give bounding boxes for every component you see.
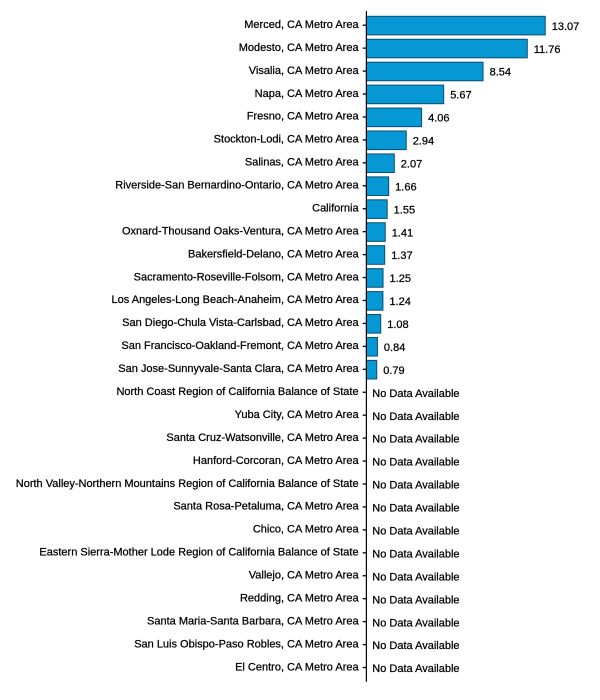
svg-text:North Valley-Northern Mountain: North Valley-Northern Mountains Region o… — [16, 478, 359, 490]
svg-text:Santa Maria-Santa Barbara, CA: Santa Maria-Santa Barbara, CA Metro Area — [147, 615, 359, 627]
svg-text:Vallejo, CA Metro Area: Vallejo, CA Metro Area — [249, 570, 360, 582]
svg-text:Santa Cruz-Watsonville, CA Met: Santa Cruz-Watsonville, CA Metro Area — [166, 432, 359, 444]
svg-text:San Luis Obispo-Paso Robles, C: San Luis Obispo-Paso Robles, CA Metro Ar… — [134, 638, 359, 650]
svg-text:No Data Available: No Data Available — [372, 571, 459, 583]
svg-text:No Data Available: No Data Available — [372, 526, 459, 538]
svg-text:San Jose-Sunnyvale-Santa Clara: San Jose-Sunnyvale-Santa Clara, CA Metro… — [118, 363, 359, 375]
svg-text:No Data Available: No Data Available — [372, 388, 459, 400]
svg-text:Los Angeles-Long Beach-Anaheim: Los Angeles-Long Beach-Anaheim, CA Metro… — [112, 294, 360, 306]
svg-text:4.06: 4.06 — [428, 113, 449, 125]
svg-text:No Data Available: No Data Available — [372, 411, 459, 423]
svg-text:No Data Available: No Data Available — [372, 594, 459, 606]
svg-text:Oxnard-Thousand Oaks-Ventura,: Oxnard-Thousand Oaks-Ventura, CA Metro A… — [122, 225, 360, 237]
svg-text:Hanford-Corcoran, CA Metro Are: Hanford-Corcoran, CA Metro Area — [193, 455, 360, 467]
svg-text:San Diego-Chula Vista-Carlsbad: San Diego-Chula Vista-Carlsbad, CA Metro… — [122, 317, 359, 329]
svg-text:El Centro, CA Metro Area: El Centro, CA Metro Area — [235, 661, 359, 673]
svg-text:1.25: 1.25 — [390, 273, 411, 285]
svg-text:No Data Available: No Data Available — [372, 548, 459, 560]
svg-text:Eastern Sierra-Mother Lode Reg: Eastern Sierra-Mother Lode Region of Cal… — [39, 547, 358, 559]
svg-text:Bakersfield-Delano, CA Metro A: Bakersfield-Delano, CA Metro Area — [188, 248, 359, 260]
svg-text:Visalia, CA Metro Area: Visalia, CA Metro Area — [249, 65, 360, 77]
svg-text:Redding, CA Metro Area: Redding, CA Metro Area — [240, 592, 360, 604]
svg-text:Modesto, CA Metro Area: Modesto, CA Metro Area — [239, 42, 360, 54]
svg-text:Chico, CA Metro Area: Chico, CA Metro Area — [253, 524, 360, 536]
svg-text:North Coast Region of Californ: North Coast Region of California Balance… — [116, 386, 358, 398]
svg-text:1.24: 1.24 — [389, 296, 410, 308]
svg-text:San Francisco-Oakland-Fremont,: San Francisco-Oakland-Fremont, CA Metro … — [121, 340, 359, 352]
svg-text:2.94: 2.94 — [413, 136, 434, 148]
svg-text:0.79: 0.79 — [383, 365, 404, 377]
svg-text:Sacramento-Roseville-Folsom, C: Sacramento-Roseville-Folsom, CA Metro Ar… — [134, 271, 360, 283]
svg-text:0.84: 0.84 — [384, 342, 405, 354]
svg-text:Stockton-Lodi, CA Metro Area: Stockton-Lodi, CA Metro Area — [214, 134, 360, 146]
svg-text:No Data Available: No Data Available — [372, 617, 459, 629]
svg-text:California: California — [312, 202, 359, 214]
svg-text:Santa Rosa-Petaluma, CA Metro: Santa Rosa-Petaluma, CA Metro Area — [173, 501, 359, 513]
svg-text:No Data Available: No Data Available — [372, 503, 459, 515]
svg-text:Fresno, CA Metro Area: Fresno, CA Metro Area — [247, 111, 360, 123]
svg-text:1.37: 1.37 — [391, 250, 412, 262]
svg-text:Riverside-San Bernardino-Ontar: Riverside-San Bernardino-Ontario, CA Met… — [115, 180, 359, 192]
svg-text:11.76: 11.76 — [534, 44, 561, 56]
svg-text:Yuba City, CA Metro Area: Yuba City, CA Metro Area — [235, 409, 360, 421]
svg-text:1.08: 1.08 — [387, 319, 408, 331]
svg-text:No Data Available: No Data Available — [372, 457, 459, 469]
svg-text:2.07: 2.07 — [401, 158, 422, 170]
svg-text:Salinas, CA Metro Area: Salinas, CA Metro Area — [245, 157, 360, 169]
svg-text:No Data Available: No Data Available — [372, 434, 459, 446]
svg-text:1.41: 1.41 — [392, 227, 413, 239]
svg-text:Napa, CA Metro Area: Napa, CA Metro Area — [255, 88, 360, 100]
svg-text:No Data Available: No Data Available — [372, 640, 459, 652]
svg-text:No Data Available: No Data Available — [372, 480, 459, 492]
svg-text:1.55: 1.55 — [394, 204, 415, 216]
svg-text:13.07: 13.07 — [552, 21, 580, 33]
svg-text:Merced, CA Metro Area: Merced, CA Metro Area — [244, 19, 359, 31]
svg-text:5.67: 5.67 — [450, 90, 471, 102]
svg-text:No Data Available: No Data Available — [372, 663, 459, 675]
svg-text:1.66: 1.66 — [395, 181, 416, 193]
svg-text:8.54: 8.54 — [490, 67, 511, 79]
